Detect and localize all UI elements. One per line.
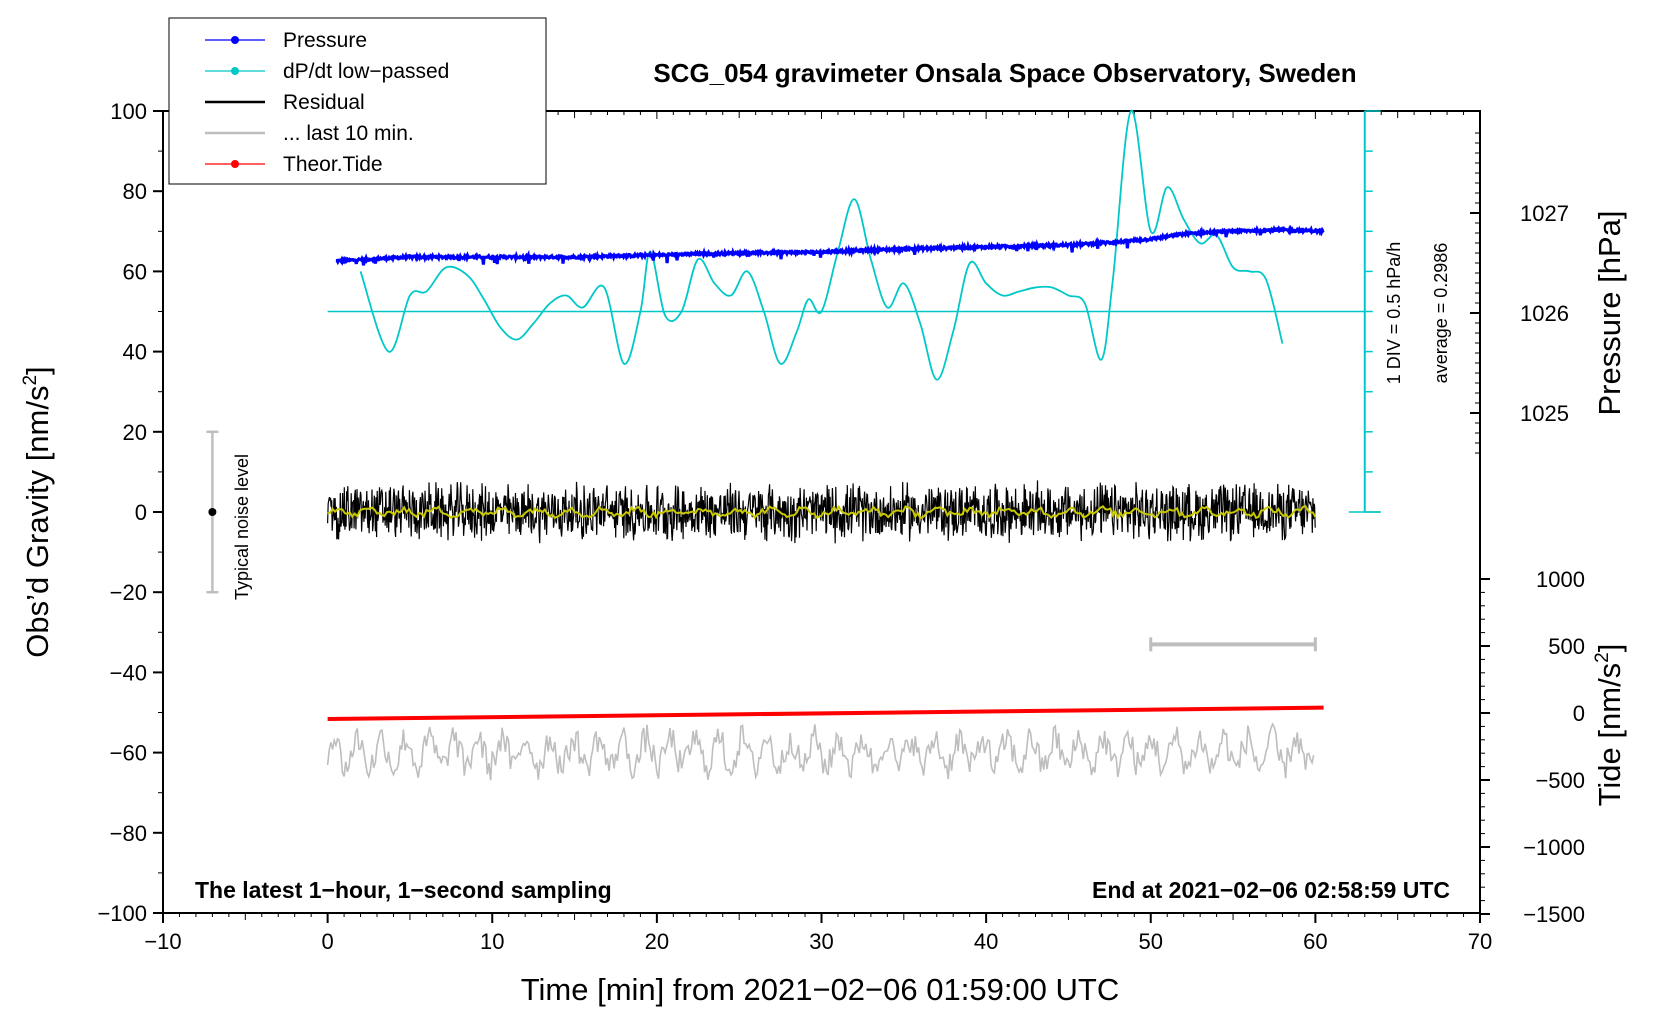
- x-tick-label: 50: [1139, 929, 1163, 954]
- time-scale-bar: [1149, 637, 1317, 652]
- y-tick-label: 60: [123, 259, 147, 284]
- pressure-series: [335, 224, 1325, 267]
- legend-marker: [231, 36, 239, 44]
- y-tick-label: −20: [110, 580, 147, 605]
- x-tick-label: 40: [974, 929, 998, 954]
- pressure-line: [335, 224, 1325, 267]
- y-tick-label: 100: [110, 99, 147, 124]
- legend-label: ... last 10 min.: [283, 122, 414, 145]
- x-axis-ticks: −10 0 10 20 30 40 50 60 70: [144, 111, 1492, 954]
- last-10-min-line: [326, 722, 1315, 781]
- pressure-tick-label: 1027: [1520, 201, 1569, 226]
- tide-tick-label: −500: [1535, 768, 1585, 793]
- legend: Pressure dP/dt low−passed Residual ... last…: [168, 17, 547, 185]
- noise-level-label: Typical noise level: [232, 454, 252, 600]
- dpdt-average-label: average = 0.2986: [1431, 243, 1451, 384]
- pressure-tick-label: 1026: [1520, 301, 1569, 326]
- y-tick-label: 80: [123, 179, 147, 204]
- y-tick-label: 20: [123, 420, 147, 445]
- legend-label: Pressure: [283, 29, 367, 52]
- y-tick-label: −60: [110, 741, 147, 766]
- noise-level-bar: [206, 430, 219, 594]
- y-axis-ticks: −100 −80 −60 −40 −20 0 20 40 60 80 100: [97, 99, 163, 926]
- legend-label: Residual: [283, 91, 365, 114]
- residual-series: [327, 480, 1317, 544]
- last-10-min-series: [326, 722, 1315, 781]
- chart-title: SCG_054 gravimeter Onsala Space Observat…: [653, 58, 1356, 88]
- theor-tide-series: [327, 705, 1324, 722]
- x-tick-label: 0: [322, 929, 334, 954]
- x-tick-label: 10: [480, 929, 504, 954]
- tide-tick-label: 0: [1573, 701, 1585, 726]
- x-tick-label: −10: [144, 929, 181, 954]
- legend-label: Theor.Tide: [283, 153, 383, 176]
- dpdt-div-label: 1 DIV = 0.5 hPa/h: [1384, 242, 1404, 385]
- theor-tide-line: [327, 705, 1324, 722]
- legend-label: dP/dt low−passed: [283, 60, 449, 83]
- x-tick-label: 60: [1303, 929, 1327, 954]
- tide-axis: −1500 −1000 −500 0 500 1000: [1480, 567, 1585, 927]
- y-tick-label: −40: [110, 660, 147, 685]
- tide-tick-label: −1000: [1523, 835, 1585, 860]
- tide-tick-label: 1000: [1536, 567, 1585, 592]
- residual-line: [327, 480, 1316, 544]
- noise-bar-dot: [208, 508, 217, 516]
- legend-marker: [231, 67, 239, 75]
- end-time-note: End at 2021−02−06 02:58:59 UTC: [1092, 877, 1450, 903]
- pressure-axis: 1025 1026 1027: [1470, 132, 1569, 454]
- y-tick-label: 40: [123, 340, 147, 365]
- y-axis-title-pressure: Pressure [hPa]: [1592, 210, 1627, 415]
- tide-tick-label: 500: [1548, 634, 1585, 659]
- y-axis-title-tide: Tide [nm/s2]: [1592, 644, 1627, 807]
- pressure-tick-label: 1025: [1520, 401, 1569, 426]
- x-axis-title: Time [min] from 2021−02−06 01:59:00 UTC: [521, 972, 1120, 1007]
- y-axis-title-left: Obs’d Gravity [nm/s2]: [20, 366, 55, 657]
- x-tick-label: 70: [1468, 929, 1492, 954]
- y-tick-label: −80: [110, 821, 147, 846]
- legend-marker: [231, 160, 239, 168]
- x-tick-label: 30: [809, 929, 833, 954]
- y-tick-label: 0: [135, 500, 147, 525]
- x-tick-label: 20: [645, 929, 669, 954]
- residual-smoothed-line: [327, 504, 1317, 520]
- y-tick-label: −100: [97, 901, 147, 926]
- sampling-note: The latest 1−hour, 1−second sampling: [195, 877, 612, 903]
- tide-tick-label: −1500: [1523, 902, 1585, 927]
